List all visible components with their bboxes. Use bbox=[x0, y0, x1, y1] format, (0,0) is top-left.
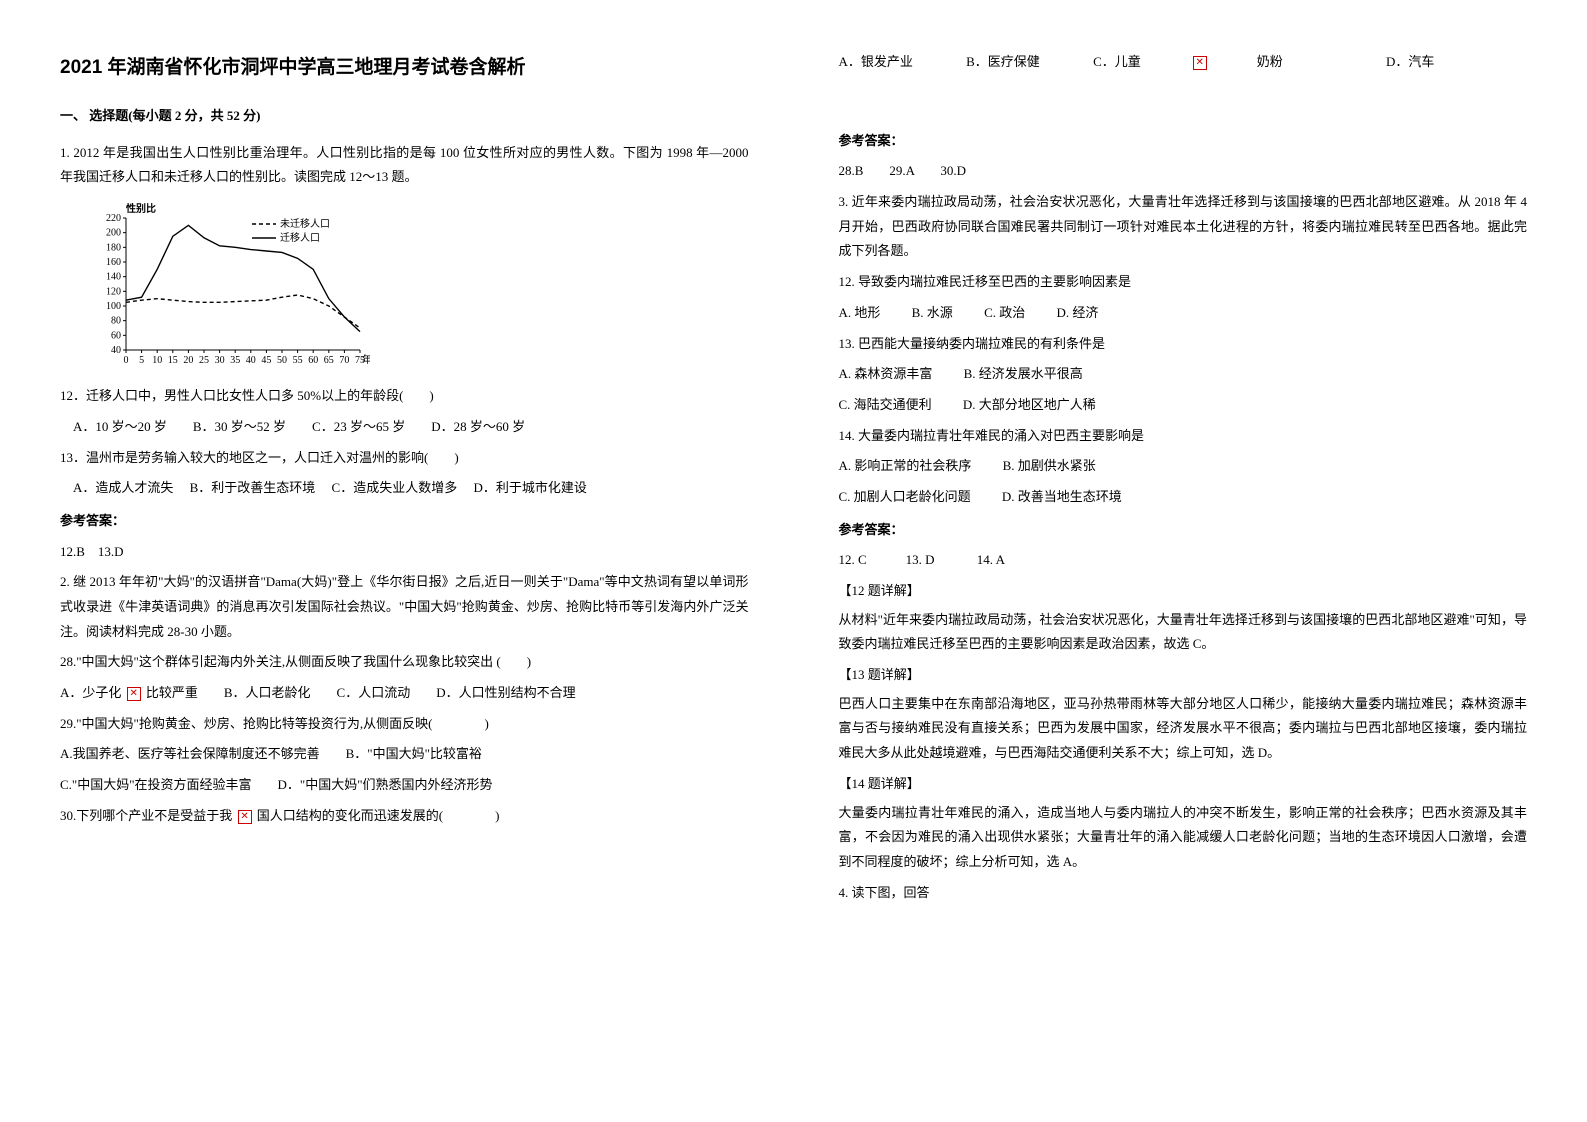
q12-options: A．10 岁～20 岁 B．30 岁～52 岁 C．23 岁～65 岁 D．28… bbox=[60, 415, 749, 440]
q3-13-options-1: A. 森林资源丰富 B. 经济发展水平很高 bbox=[839, 362, 1528, 387]
q30-part1: 30.下列哪个产业不是受益于我 bbox=[60, 808, 236, 823]
svg-text:160: 160 bbox=[106, 257, 121, 268]
answer-3: 12. C 13. D 14. A bbox=[839, 548, 1528, 573]
exp14-text: 大量委内瑞拉青壮年难民的涌入，造成当地人与委内瑞拉人的冲突不断发生，影响正常的社… bbox=[839, 801, 1528, 875]
page-title: 2021 年湖南省怀化市洞坪中学高三地理月考试卷含解析 bbox=[60, 50, 749, 86]
answer-heading-3: 参考答案： bbox=[839, 518, 1528, 543]
q30-options: A．银发产业 B．医疗保健 C．儿童 ✕ 奶粉 D．汽车 bbox=[839, 50, 1528, 75]
svg-text:20: 20 bbox=[183, 355, 193, 366]
q4-text: 4. 读下图，回答 bbox=[839, 881, 1528, 906]
q29-text: 29."中国大妈"抢购黄金、炒房、抢购比特等投资行为,从侧面反映( ) bbox=[60, 712, 749, 737]
q3-14-d: D. 改善当地生态环境 bbox=[1002, 485, 1122, 510]
q3-12-c: C. 政治 bbox=[984, 301, 1025, 326]
q3-14-options-1: A. 影响正常的社会秩序 B. 加剧供水紧张 bbox=[839, 454, 1528, 479]
svg-text:45: 45 bbox=[261, 355, 271, 366]
q29-options-line1: A.我国养老、医疗等社会保障制度还不够完善 B．"中国大妈"比较富裕 bbox=[60, 742, 749, 767]
q28-text: 28."中国大妈"这个群体引起海内外关注,从侧面反映了我国什么现象比较突出 ( … bbox=[60, 650, 749, 675]
svg-text:10: 10 bbox=[152, 355, 162, 366]
q3-intro: 3. 近年来委内瑞拉政局动荡，社会治安状况恶化，大量青壮年选择迁移到与该国接壤的… bbox=[839, 190, 1528, 264]
svg-text:200: 200 bbox=[106, 228, 121, 239]
q30-part2: 国人口结构的变化而迅速发展的( ) bbox=[254, 808, 500, 823]
svg-text:15: 15 bbox=[168, 355, 178, 366]
answer-heading-1: 参考答案： bbox=[60, 509, 749, 534]
q3-13-d: D. 大部分地区地广人稀 bbox=[963, 393, 1096, 418]
q30-opt-b: B．医疗保健 bbox=[966, 50, 1040, 75]
svg-text:140: 140 bbox=[106, 272, 121, 283]
svg-text:180: 180 bbox=[106, 242, 121, 253]
answer-2: 28.B 29.A 30.D bbox=[839, 159, 1528, 184]
answer-1: 12.B 13.D bbox=[60, 540, 749, 565]
q3-12-text: 12. 导致委内瑞拉难民迁移至巴西的主要影响因素是 bbox=[839, 270, 1528, 295]
svg-text:未迁移人口: 未迁移人口 bbox=[280, 217, 330, 230]
svg-text:220: 220 bbox=[106, 213, 121, 224]
right-column: A．银发产业 B．医疗保健 C．儿童 ✕ 奶粉 D．汽车 参考答案： 28.B … bbox=[794, 0, 1587, 1122]
answer-heading-2: 参考答案： bbox=[839, 129, 1528, 154]
svg-text:25: 25 bbox=[199, 355, 209, 366]
exp13-text: 巴西人口主要集中在东南部沿海地区，亚马孙热带雨林等大部分地区人口稀少，能接纳大量… bbox=[839, 692, 1528, 766]
q3-14-c: C. 加剧人口老龄化问题 bbox=[839, 485, 971, 510]
q13-options: A．造成人才流失 B．利于改善生态环境 C．造成失业人数增多 D．利于城市化建设 bbox=[60, 476, 749, 501]
svg-text:迁移人口: 迁移人口 bbox=[280, 231, 320, 244]
q3-12-a: A. 地形 bbox=[839, 301, 881, 326]
svg-text:50: 50 bbox=[277, 355, 287, 366]
svg-text:60: 60 bbox=[308, 355, 318, 366]
q3-12-b: B. 水源 bbox=[912, 301, 953, 326]
broken-image-icon: ✕ bbox=[127, 687, 141, 701]
svg-text:年龄: 年龄 bbox=[362, 353, 370, 366]
q28-opt-rest: 比较严重 B．人口老龄化 C．人口流动 D．人口性别结构不合理 bbox=[143, 685, 576, 700]
q13-text: 13．温州市是劳务输入较大的地区之一，人口迁入对温州的影响( ) bbox=[60, 446, 749, 471]
section-heading: 一、 选择题(每小题 2 分，共 52 分) bbox=[60, 104, 749, 129]
q3-14-b: B. 加剧供水紧张 bbox=[1003, 454, 1096, 479]
q28-opt-a-part1: A．少子化 bbox=[60, 685, 125, 700]
svg-text:30: 30 bbox=[215, 355, 225, 366]
svg-text:40: 40 bbox=[246, 355, 256, 366]
svg-text:80: 80 bbox=[111, 316, 121, 327]
sex-ratio-chart: 性别比 40 60 80 100 120 140 160 180 200 220 05 10 15 20 25… bbox=[90, 200, 749, 370]
svg-text:55: 55 bbox=[293, 355, 303, 366]
q3-13-c: C. 海陆交通便利 bbox=[839, 393, 932, 418]
exp14-heading: 【14 题详解】 bbox=[839, 772, 1528, 797]
exp12-text: 从材料"近年来委内瑞拉政局动荡，社会治安状况恶化，大量青壮年选择迁移到与该国接壤… bbox=[839, 608, 1528, 657]
q12-text: 12．迁移人口中，男性人口比女性人口多 50%以上的年龄段( ) bbox=[60, 384, 749, 409]
svg-text:120: 120 bbox=[106, 286, 121, 297]
q3-14-text: 14. 大量委内瑞拉青壮年难民的涌入对巴西主要影响是 bbox=[839, 424, 1528, 449]
exp13-heading: 【13 题详解】 bbox=[839, 663, 1528, 688]
q3-12-d: D. 经济 bbox=[1056, 301, 1098, 326]
q30-opt-c: C．儿童 ✕ 奶粉 bbox=[1093, 50, 1333, 75]
broken-image-icon: ✕ bbox=[1193, 56, 1207, 70]
svg-text:60: 60 bbox=[111, 330, 121, 341]
q3-14-options-2: C. 加剧人口老龄化问题 D. 改善当地生态环境 bbox=[839, 485, 1528, 510]
svg-text:40: 40 bbox=[111, 345, 121, 356]
broken-image-icon: ✕ bbox=[238, 810, 252, 824]
svg-text:5: 5 bbox=[139, 355, 144, 366]
q29-options-line2: C."中国大妈"在投资方面经验丰富 D．"中国大妈"们熟悉国内外经济形势 bbox=[60, 773, 749, 798]
q3-13-text: 13. 巴西能大量接纳委内瑞拉难民的有利条件是 bbox=[839, 332, 1528, 357]
svg-text:35: 35 bbox=[230, 355, 240, 366]
q28-options: A．少子化 ✕ 比较严重 B．人口老龄化 C．人口流动 D．人口性别结构不合理 bbox=[60, 681, 749, 706]
svg-text:65: 65 bbox=[324, 355, 334, 366]
q3-13-b: B. 经济发展水平很高 bbox=[964, 362, 1083, 387]
svg-text:70: 70 bbox=[339, 355, 349, 366]
svg-text:性别比: 性别比 bbox=[125, 202, 156, 215]
q1-intro: 1. 2012 年是我国出生人口性别比重治理年。人口性别比指的是每 100 位女… bbox=[60, 141, 749, 190]
left-column: 2021 年湖南省怀化市洞坪中学高三地理月考试卷含解析 一、 选择题(每小题 2… bbox=[0, 0, 794, 1122]
svg-text:100: 100 bbox=[106, 301, 121, 312]
q3-13-options-2: C. 海陆交通便利 D. 大部分地区地广人稀 bbox=[839, 393, 1528, 418]
q3-12-options: A. 地形 B. 水源 C. 政治 D. 经济 bbox=[839, 301, 1528, 326]
q30-opt-a: A．银发产业 bbox=[839, 50, 913, 75]
exp12-heading: 【12 题详解】 bbox=[839, 579, 1528, 604]
q30-text: 30.下列哪个产业不是受益于我 ✕ 国人口结构的变化而迅速发展的( ) bbox=[60, 804, 749, 829]
q2-intro: 2. 继 2013 年年初"大妈"的汉语拼音"Dama(大妈)"登上《华尔街日报… bbox=[60, 570, 749, 644]
q3-14-a: A. 影响正常的社会秩序 bbox=[839, 454, 972, 479]
q30-opt-d: D．汽车 bbox=[1386, 50, 1434, 75]
q3-13-a: A. 森林资源丰富 bbox=[839, 362, 933, 387]
svg-text:0: 0 bbox=[124, 355, 129, 366]
